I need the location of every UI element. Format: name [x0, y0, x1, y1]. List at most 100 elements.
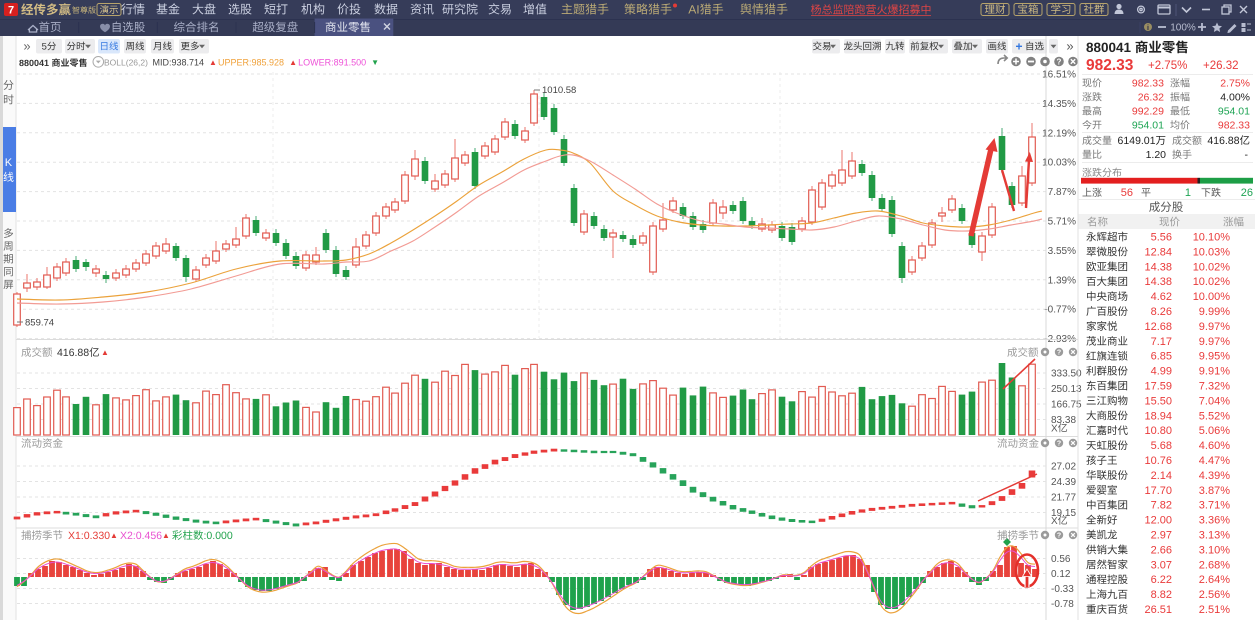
svg-text:56: 56 [1121, 187, 1133, 199]
svg-text:10.10%: 10.10% [1193, 232, 1231, 244]
svg-text:0.12: 0.12 [1051, 569, 1071, 580]
svg-text:15.50: 15.50 [1144, 395, 1172, 407]
svg-text:5.71%: 5.71% [1048, 217, 1076, 228]
svg-text:5.56: 5.56 [1151, 232, 1172, 244]
svg-text:12.19%: 12.19% [1042, 128, 1076, 139]
svg-text:166.75: 166.75 [1051, 400, 1082, 411]
svg-text:8.26: 8.26 [1151, 306, 1172, 318]
svg-text:10.76: 10.76 [1144, 455, 1172, 467]
svg-text:982.33: 982.33 [1132, 78, 1164, 90]
svg-text:-0.77%: -0.77% [1044, 305, 1076, 316]
svg-text:2.56%: 2.56% [1199, 589, 1230, 601]
svg-text:3.07: 3.07 [1151, 559, 1172, 571]
svg-text:992.29: 992.29 [1132, 106, 1164, 118]
svg-text:1.20: 1.20 [1146, 149, 1167, 161]
svg-text:UPPER:985.928: UPPER:985.928 [218, 58, 284, 68]
svg-text:2.14: 2.14 [1151, 470, 1172, 482]
svg-text:16.51%: 16.51% [1042, 70, 1076, 81]
svg-text:?: ? [1057, 350, 1061, 357]
svg-text:9.97%: 9.97% [1199, 321, 1230, 333]
svg-text:954.01: 954.01 [1218, 106, 1250, 118]
svg-text:-0.33: -0.33 [1051, 584, 1074, 595]
svg-text:2.75%: 2.75% [1220, 78, 1250, 90]
svg-text:2.64%: 2.64% [1199, 574, 1230, 586]
svg-text:12.68: 12.68 [1144, 321, 1172, 333]
svg-text:26: 26 [1241, 187, 1253, 199]
svg-text:6.85: 6.85 [1151, 351, 1172, 363]
svg-text:?: ? [1057, 58, 1062, 67]
svg-text:12.84: 12.84 [1144, 246, 1172, 258]
svg-text:+: + [1015, 40, 1022, 54]
svg-text:333.50: 333.50 [1051, 369, 1082, 380]
svg-text:859.74: 859.74 [25, 318, 54, 329]
svg-text:3.87%: 3.87% [1199, 485, 1230, 497]
svg-text:4.47%: 4.47% [1199, 455, 1230, 467]
svg-text:MID:938.714: MID:938.714 [153, 58, 205, 68]
svg-text:7.04%: 7.04% [1199, 395, 1230, 407]
svg-text:+2.75%: +2.75% [1148, 60, 1187, 72]
svg-text:3.36%: 3.36% [1199, 515, 1230, 527]
svg-text:9.99%: 9.99% [1199, 306, 1230, 318]
svg-text:4.62: 4.62 [1151, 291, 1172, 303]
svg-text:▲: ▲ [110, 531, 118, 540]
svg-text:10.03%: 10.03% [1193, 246, 1231, 258]
svg-text:17.59: 17.59 [1144, 381, 1172, 393]
svg-text:7.32%: 7.32% [1199, 381, 1230, 393]
svg-text:-0.78: -0.78 [1051, 599, 1074, 610]
svg-text:4.99: 4.99 [1151, 366, 1172, 378]
svg-text:7.17: 7.17 [1151, 336, 1172, 348]
svg-text:▲: ▲ [101, 348, 109, 357]
svg-text:9.91%: 9.91% [1199, 366, 1230, 378]
svg-text:250.13: 250.13 [1051, 384, 1082, 395]
svg-text:»: » [1066, 39, 1073, 54]
svg-text:100%: 100% [1170, 23, 1196, 34]
svg-text:26.32: 26.32 [1138, 92, 1164, 104]
svg-text:»: » [23, 39, 30, 54]
svg-text:1.39%: 1.39% [1048, 275, 1076, 286]
svg-text:27.02: 27.02 [1051, 462, 1076, 473]
svg-text:4.00%: 4.00% [1220, 92, 1250, 104]
svg-text:▼: ▼ [371, 58, 379, 67]
svg-text:10.03%: 10.03% [1042, 158, 1076, 169]
svg-text:5.52%: 5.52% [1199, 410, 1230, 422]
svg-text:▲: ▲ [289, 58, 297, 67]
svg-text:7: 7 [8, 5, 14, 17]
svg-text:14.35%: 14.35% [1042, 99, 1076, 110]
svg-text:5.68: 5.68 [1151, 440, 1172, 452]
svg-text:1010.58: 1010.58 [542, 85, 576, 96]
svg-text:19.15: 19.15 [1051, 508, 1076, 519]
svg-text:982.33: 982.33 [1086, 57, 1134, 74]
svg-text:83.38: 83.38 [1051, 415, 1076, 426]
svg-text:14.38: 14.38 [1144, 261, 1172, 273]
svg-text:9.95%: 9.95% [1199, 351, 1230, 363]
svg-text:4.39%: 4.39% [1199, 470, 1230, 482]
svg-text:3.13%: 3.13% [1199, 530, 1230, 542]
svg-text:BOLL(26,2): BOLL(26,2) [104, 58, 148, 68]
svg-text:?: ? [1057, 533, 1061, 540]
svg-text:10.02%: 10.02% [1193, 261, 1231, 273]
svg-text:2.97: 2.97 [1151, 530, 1172, 542]
svg-text:▲: ▲ [209, 58, 217, 67]
svg-text:-: - [1245, 149, 1249, 161]
svg-text:i: i [1147, 25, 1149, 32]
svg-text:24.39: 24.39 [1051, 477, 1076, 488]
svg-text:2.68%: 2.68% [1199, 559, 1230, 571]
svg-text:+26.32: +26.32 [1203, 60, 1239, 72]
svg-text:17.70: 17.70 [1144, 485, 1172, 497]
svg-text:3.10%: 3.10% [1199, 544, 1230, 556]
svg-text:18.94: 18.94 [1144, 410, 1172, 422]
svg-text:7.87%: 7.87% [1048, 187, 1076, 198]
svg-text:10.80: 10.80 [1144, 425, 1172, 437]
svg-text:5.06%: 5.06% [1199, 425, 1230, 437]
svg-text:6.22: 6.22 [1151, 574, 1172, 586]
svg-text:954.01: 954.01 [1132, 120, 1164, 132]
svg-text:4.60%: 4.60% [1199, 440, 1230, 452]
svg-text:9.97%: 9.97% [1199, 336, 1230, 348]
svg-text:26.51: 26.51 [1144, 604, 1172, 616]
svg-text:12.00: 12.00 [1144, 515, 1172, 527]
svg-text:0.56: 0.56 [1051, 554, 1071, 565]
svg-text:3.71%: 3.71% [1199, 500, 1230, 512]
svg-text:7.82: 7.82 [1151, 500, 1172, 512]
svg-text:21.77: 21.77 [1051, 493, 1076, 504]
svg-text:10.00%: 10.00% [1193, 291, 1231, 303]
